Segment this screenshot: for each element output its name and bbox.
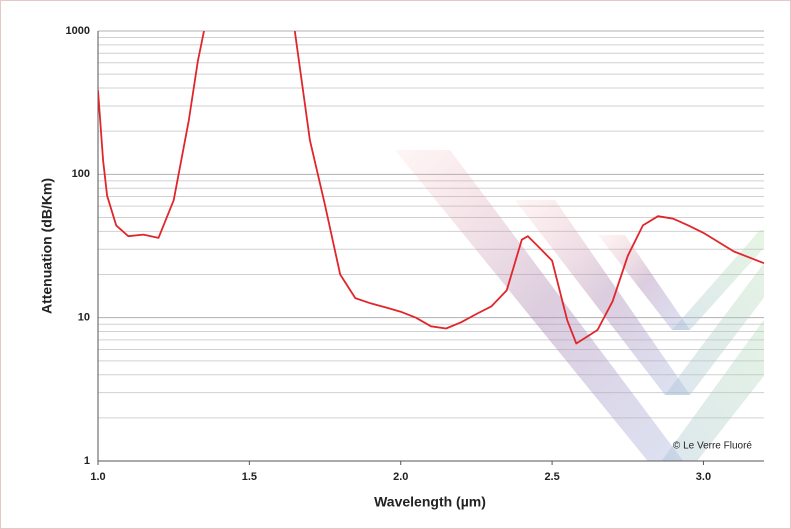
- y-tick-label: 1000: [66, 25, 90, 37]
- watermark: [395, 150, 764, 461]
- annotation: © Le Verre Fluoré: [673, 441, 753, 452]
- y-tick-label: 100: [72, 168, 90, 180]
- x-tick-label: 2.0: [393, 471, 408, 483]
- x-tick-label: 1.0: [90, 471, 105, 483]
- y-tick-label: 1: [84, 455, 90, 467]
- x-tick-label: 2.5: [544, 471, 559, 483]
- grid: [98, 30, 764, 462]
- x-axis-label: Wavelength (µm): [374, 494, 486, 510]
- data-line: [98, 31, 764, 345]
- y-axis-label: Attenuation (dB/Km): [39, 178, 55, 314]
- x-tick-label: 1.5: [242, 471, 257, 483]
- x-tick-label: 3.0: [696, 471, 711, 483]
- y-tick-label: 10: [78, 312, 90, 324]
